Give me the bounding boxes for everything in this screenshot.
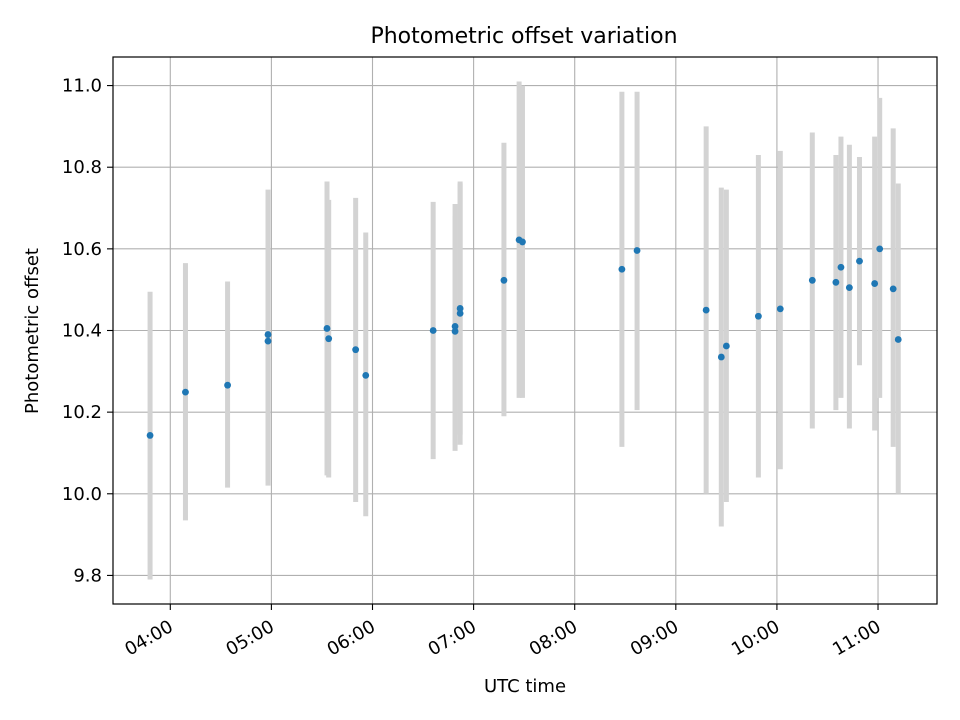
y-tick-label: 10.6	[62, 239, 102, 260]
data-point	[754, 312, 762, 320]
data-point	[808, 276, 816, 284]
x-axis-label: UTC time	[484, 676, 566, 697]
y-tick-label: 10.4	[62, 321, 102, 342]
data-point	[722, 342, 730, 350]
data-point	[146, 432, 154, 439]
data-point	[451, 327, 459, 335]
data-point	[876, 245, 884, 253]
data-point	[500, 276, 508, 284]
chart-title: Photometric offset variation	[370, 24, 677, 49]
data-point	[264, 337, 272, 345]
data-point	[618, 265, 626, 273]
data-point	[871, 280, 879, 287]
data-point	[182, 388, 189, 396]
data-point	[325, 335, 333, 343]
data-point	[837, 263, 845, 271]
data-point	[519, 238, 526, 246]
data-point	[832, 278, 840, 286]
data-point	[352, 346, 360, 354]
data-point	[264, 331, 272, 338]
data-point	[456, 309, 464, 317]
data-point	[224, 381, 231, 389]
y-axis-label: Photometric offset	[22, 248, 43, 414]
y-tick-label: 9.8	[73, 565, 102, 586]
data-point	[456, 305, 464, 312]
data-point	[323, 325, 331, 332]
data-point	[451, 323, 459, 330]
y-tick-label: 10.2	[62, 402, 102, 423]
data-point	[894, 336, 902, 343]
data-point	[856, 257, 863, 265]
data-point	[633, 247, 641, 254]
data-point	[889, 285, 897, 293]
data-point	[776, 305, 784, 313]
data-point	[702, 306, 710, 314]
data-point	[429, 327, 437, 334]
data-point	[362, 372, 370, 379]
y-tick-label: 11.0	[62, 76, 102, 97]
data-point	[717, 353, 725, 361]
data-points	[146, 236, 902, 439]
grid	[113, 57, 937, 604]
y-tick-label: 10.8	[62, 157, 102, 178]
y-tick-label: 10.0	[62, 484, 102, 505]
data-point	[845, 284, 853, 292]
